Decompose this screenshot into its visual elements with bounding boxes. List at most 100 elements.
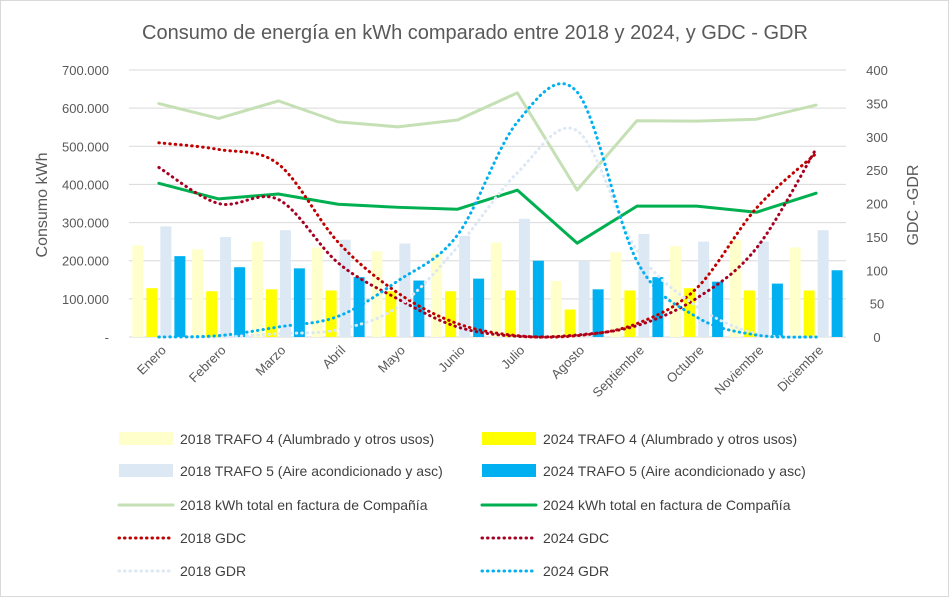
line-series-group <box>157 82 818 339</box>
legend-label: 2018 TRAFO 5 (Aire acondicionado y asc) <box>180 463 443 479</box>
x-tick-label: Mayo <box>375 343 408 376</box>
bar <box>132 245 144 337</box>
x-tick-label: Septiembre <box>589 343 647 401</box>
bar <box>803 290 815 337</box>
bar <box>473 278 485 337</box>
bar <box>413 280 425 337</box>
y-tick-label: 700.000 <box>62 63 109 78</box>
bar <box>445 291 457 337</box>
bar <box>743 290 755 337</box>
bar <box>399 243 411 337</box>
bar <box>251 241 263 337</box>
bar <box>592 289 604 337</box>
legend-label: 2024 TRAFO 4 (Alumbrado y otros usos) <box>543 431 797 447</box>
bar <box>192 249 204 337</box>
legend-label: 2024 kWh total en factura de Compañía <box>543 497 791 513</box>
bar <box>265 289 277 337</box>
bar <box>698 241 710 337</box>
bar-series-group <box>132 218 843 337</box>
y2-axis-title: GDC -GDR <box>905 165 922 246</box>
y-tick-label: 100.000 <box>62 292 109 307</box>
legend-swatch <box>119 432 173 445</box>
bar <box>624 290 636 337</box>
x-tick-label: Diciembre <box>774 343 826 395</box>
y-tick-label: - <box>105 330 109 345</box>
bar <box>293 268 305 337</box>
legend-label: 2018 kWh total en factura de Compañía <box>180 497 428 513</box>
x-tick-label: Agosto <box>548 343 587 382</box>
bar <box>564 309 576 337</box>
y-tick-label: 200.000 <box>62 254 109 269</box>
x-tick-label: Julio <box>498 343 528 373</box>
x-tick-label: Junio <box>435 343 468 376</box>
y-tick-label: 300.000 <box>62 216 109 231</box>
series-line <box>157 147 818 339</box>
bar <box>385 291 397 337</box>
bar <box>518 218 530 337</box>
right-axis-ticks: 0 50 100 150 200 250 300 350 400 <box>866 63 888 345</box>
legend-label: 2024 GDR <box>543 563 609 579</box>
bar <box>279 230 291 337</box>
x-tick-label: Noviembre <box>711 343 766 398</box>
bar <box>789 247 801 337</box>
x-axis-ticks: Enero Febrero Marzo Abril Mayo Junio Julio Agos… <box>134 342 826 400</box>
bar <box>206 291 218 337</box>
x-tick-label: Febrero <box>186 343 229 386</box>
bar <box>757 241 769 337</box>
bar <box>490 242 502 337</box>
bar <box>311 247 323 337</box>
bar <box>771 283 783 337</box>
bar <box>220 237 232 337</box>
legend-label: 2024 GDC <box>543 530 609 546</box>
legend-label: 2024 TRAFO 5 (Aire acondicionado y asc) <box>543 463 806 479</box>
bar <box>234 267 246 337</box>
bar <box>325 290 337 337</box>
chart-title: Consumo de energía en kWh comparado entr… <box>142 22 808 44</box>
y-axis-title: Consumo kWh <box>34 153 51 258</box>
legend-swatch <box>482 464 536 477</box>
x-tick-label: Octubre <box>663 343 706 386</box>
legend-label: 2018 TRAFO 4 (Alumbrado y otros usos) <box>180 431 434 447</box>
y2-tick-label: 50 <box>870 297 884 312</box>
series-line <box>157 141 818 339</box>
bar <box>532 260 544 337</box>
legend-label: 2018 GDC <box>180 530 246 546</box>
legend-swatch <box>482 432 536 445</box>
legend-label: 2018 GDR <box>180 563 246 579</box>
x-tick-label: Abril <box>319 342 348 371</box>
bar <box>459 235 471 337</box>
legend-swatch <box>119 464 173 477</box>
series-line <box>157 91 818 192</box>
bar <box>817 230 829 337</box>
bar <box>831 270 843 337</box>
y-tick-label: 600.000 <box>62 101 109 116</box>
y2-tick-label: 400 <box>866 63 888 78</box>
y2-tick-label: 150 <box>866 230 888 245</box>
bar <box>504 290 516 337</box>
bar <box>729 239 741 337</box>
bar <box>160 226 172 337</box>
bar <box>610 252 622 337</box>
bar <box>638 234 650 337</box>
x-tick-label: Enero <box>134 343 169 378</box>
bar <box>550 280 562 337</box>
y2-tick-label: 0 <box>873 330 880 345</box>
bar <box>431 253 443 337</box>
series-line <box>157 82 818 339</box>
x-tick-label: Marzo <box>252 343 288 379</box>
y2-tick-label: 300 <box>866 130 888 145</box>
y2-tick-label: 250 <box>866 163 888 178</box>
y2-tick-label: 200 <box>866 197 888 212</box>
bar <box>174 256 186 337</box>
y2-tick-label: 350 <box>866 96 888 111</box>
left-axis-ticks: - 100.000 200.000 300.000 400.000 500.000 600.… <box>62 63 109 345</box>
y-tick-label: 400.000 <box>62 177 109 192</box>
bar <box>578 260 590 337</box>
bar <box>339 239 351 337</box>
bar <box>146 288 158 337</box>
bar <box>652 277 664 337</box>
y2-tick-label: 100 <box>866 263 888 278</box>
legend: 2018 TRAFO 4 (Alumbrado y otros usos) 202… <box>117 431 806 579</box>
